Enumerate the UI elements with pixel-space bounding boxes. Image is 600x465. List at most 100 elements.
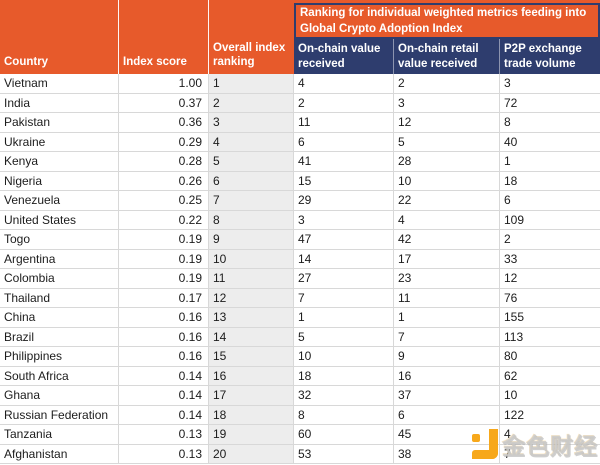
cell-index-score: 0.22	[119, 210, 209, 229]
cell-onchain-value-received: 5	[294, 327, 394, 346]
cell-index-score: 0.14	[119, 386, 209, 405]
table-row: Vietnam 1.00 1 4 2 3	[0, 74, 600, 94]
cell-p2p-exchange-trade-volume: 62	[504, 368, 518, 383]
column-header-overall-index-ranking: Overall index ranking	[213, 42, 286, 69]
cell-onchain-retail-value-received: 10	[394, 171, 500, 190]
cell-country: Brazil	[0, 327, 119, 346]
column-header-onchain-retail-value-received: On-chain retail value received	[394, 39, 500, 74]
cell-index-score: 0.16	[119, 327, 209, 346]
cell-onchain-retail-value-received: 11	[394, 288, 500, 307]
cell-country: Philippines	[0, 347, 119, 366]
column-header-country: Country	[0, 0, 119, 74]
cell-p2p-exchange-trade-volume: 2	[504, 232, 511, 246]
cell-country: Pakistan	[0, 113, 119, 132]
cell-overall-index-ranking: 12	[209, 288, 294, 307]
cell-overall-index-ranking: 16	[209, 366, 294, 385]
cell-country: China	[0, 308, 119, 327]
cell-onchain-retail-value-received: 23	[394, 269, 500, 288]
cell-index-score: 0.14	[119, 366, 209, 385]
cell-overall-index-ranking: 7	[209, 191, 294, 210]
cell-overall-index-ranking: 8	[209, 210, 294, 229]
table-row: Colombia 0.19 11 27 23 12	[0, 269, 600, 289]
cell-onchain-value-received: 60	[294, 425, 394, 444]
cell-overall-index-ranking: 2	[209, 93, 294, 112]
cell-country: Togo	[0, 230, 119, 249]
table-row: Kenya 0.28 5 41 28 1	[0, 152, 600, 172]
cell-country: Thailand	[0, 288, 119, 307]
cell-onchain-value-received: 27	[294, 269, 394, 288]
table-row: Pakistan 0.36 3 11 12 8	[0, 113, 600, 133]
cell-p2p-exchange-trade-volume: 33	[504, 251, 518, 266]
cell-overall-index-ranking: 15	[209, 347, 294, 366]
cell-p2p-exchange-trade-volume: 122	[504, 407, 525, 422]
cell-onchain-value-received: 7	[294, 288, 394, 307]
cell-onchain-value-received: 29	[294, 191, 394, 210]
cell-overall-index-ranking: 5	[209, 152, 294, 171]
column-header-onchain-value-received: On-chain value received	[294, 39, 394, 74]
cell-p2p-exchange-trade-volume: 8	[504, 115, 511, 129]
cell-onchain-retail-value-received: 12	[394, 113, 500, 132]
cell-p2p-exchange-trade-volume: 18	[504, 173, 518, 188]
cell-index-score: 0.14	[119, 405, 209, 424]
table-row: Venezuela 0.25 7 29 22 6	[0, 191, 600, 211]
table-row: Russian Federation 0.14 18 8 6 122	[0, 405, 600, 425]
column-header-p2p-exchange-trade-volume: P2P exchange trade volume	[504, 43, 582, 70]
cell-onchain-value-received: 53	[294, 444, 394, 463]
cell-country: Nigeria	[0, 171, 119, 190]
table-row: Togo 0.19 9 47 42 2	[0, 230, 600, 250]
cell-index-score: 0.19	[119, 249, 209, 268]
cell-onchain-retail-value-received: 3	[394, 93, 500, 112]
table-row: Ukraine 0.29 4 6 5 40	[0, 132, 600, 152]
cell-onchain-retail-value-received: 4	[394, 210, 500, 229]
table-row: China 0.16 13 1 1 155	[0, 308, 600, 328]
table-row: South Africa 0.14 16 18 16 62	[0, 366, 600, 386]
cell-onchain-value-received: 11	[294, 113, 394, 132]
cell-overall-index-ranking: 3	[209, 113, 294, 132]
table-row: Philippines 0.16 15 10 9 80	[0, 347, 600, 367]
cell-index-score: 0.37	[119, 93, 209, 112]
cell-onchain-retail-value-received: 16	[394, 366, 500, 385]
cell-overall-index-ranking: 14	[209, 327, 294, 346]
cell-onchain-retail-value-received: 9	[394, 347, 500, 366]
cell-onchain-retail-value-received: 2	[394, 74, 500, 93]
cell-index-score: 0.19	[119, 230, 209, 249]
cell-p2p-exchange-trade-volume: 109	[504, 212, 525, 227]
cell-index-score: 0.29	[119, 132, 209, 151]
cell-onchain-retail-value-received: 5	[394, 132, 500, 151]
cell-country: Kenya	[0, 152, 119, 171]
cell-onchain-value-received: 32	[294, 386, 394, 405]
cell-index-score: 0.13	[119, 425, 209, 444]
cell-p2p-exchange-trade-volume: 76	[504, 290, 518, 305]
cell-onchain-retail-value-received: 45	[394, 425, 500, 444]
cell-country: Colombia	[0, 269, 119, 288]
cell-p2p-exchange-trade-volume: 12	[504, 271, 518, 285]
cell-country: Ukraine	[0, 132, 119, 151]
cell-onchain-value-received: 15	[294, 171, 394, 190]
cell-country: Argentina	[0, 249, 119, 268]
cell-country: United States	[0, 210, 119, 229]
cell-index-score: 0.25	[119, 191, 209, 210]
cell-onchain-retail-value-received: 38	[394, 444, 500, 463]
table-header: Country Index score Overall index rankin…	[0, 0, 600, 74]
cell-country: Vietnam	[0, 74, 119, 93]
cell-p2p-exchange-trade-volume: 3	[504, 76, 511, 90]
cell-onchain-value-received: 1	[294, 308, 394, 327]
cell-p2p-exchange-trade-volume: 6	[504, 193, 511, 207]
cell-onchain-value-received: 2	[294, 93, 394, 112]
cell-onchain-value-received: 18	[294, 366, 394, 385]
cell-p2p-exchange-trade-volume: 113	[504, 329, 524, 344]
table-row: Tanzania 0.13 19 60 45 4	[0, 425, 600, 445]
cell-overall-index-ranking: 13	[209, 308, 294, 327]
cell-onchain-retail-value-received: 42	[394, 230, 500, 249]
cell-onchain-value-received: 14	[294, 249, 394, 268]
cell-overall-index-ranking: 20	[209, 444, 294, 463]
cell-p2p-exchange-trade-volume: 1	[504, 154, 511, 168]
cell-index-score: 0.19	[119, 269, 209, 288]
cell-index-score: 0.13	[119, 444, 209, 463]
cell-p2p-exchange-trade-volume: 80	[504, 349, 518, 363]
cell-index-score: 0.16	[119, 308, 209, 327]
cell-overall-index-ranking: 17	[209, 386, 294, 405]
table-row: India 0.37 2 2 3 72	[0, 93, 600, 113]
column-header-index-score: Index score	[119, 0, 209, 74]
